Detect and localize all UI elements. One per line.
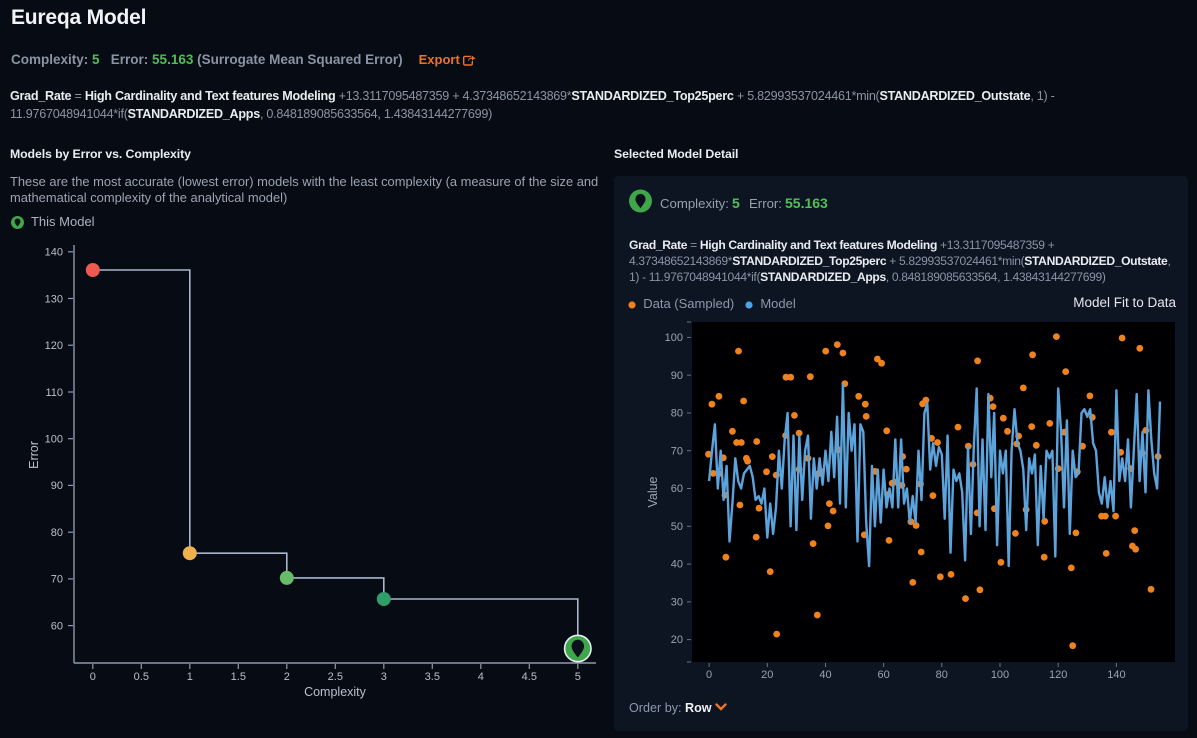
svg-text:2: 2 <box>284 671 290 683</box>
svg-text:3.5: 3.5 <box>425 671 440 683</box>
svg-text:4.5: 4.5 <box>522 671 537 683</box>
svg-text:110: 110 <box>45 387 63 399</box>
svg-text:90: 90 <box>671 370 683 382</box>
svg-text:140: 140 <box>45 247 63 259</box>
svg-text:Complexity: Complexity <box>304 685 367 699</box>
svg-text:60: 60 <box>671 483 683 495</box>
svg-text:100: 100 <box>665 332 683 344</box>
svg-text:40: 40 <box>671 559 683 571</box>
svg-text:20: 20 <box>671 634 683 646</box>
svg-text:4: 4 <box>478 671 484 683</box>
svg-text:60: 60 <box>877 669 889 681</box>
svg-text:2.5: 2.5 <box>328 671 343 683</box>
svg-text:100: 100 <box>45 434 63 446</box>
svg-text:30: 30 <box>671 597 683 609</box>
svg-text:1.5: 1.5 <box>231 671 246 683</box>
svg-text:40: 40 <box>819 669 831 681</box>
svg-text:0: 0 <box>90 671 96 683</box>
svg-text:0: 0 <box>706 669 712 681</box>
svg-text:1: 1 <box>187 671 193 683</box>
svg-text:120: 120 <box>45 340 63 352</box>
svg-text:Value: Value <box>646 476 660 507</box>
svg-text:20: 20 <box>761 669 773 681</box>
svg-text:70: 70 <box>671 445 683 457</box>
svg-text:60: 60 <box>51 620 63 632</box>
svg-text:130: 130 <box>45 293 63 305</box>
svg-text:50: 50 <box>671 521 683 533</box>
svg-text:Error: Error <box>27 441 41 469</box>
svg-text:90: 90 <box>51 480 63 492</box>
svg-text:120: 120 <box>1049 669 1067 681</box>
svg-text:140: 140 <box>1107 669 1125 681</box>
svg-text:3: 3 <box>381 671 387 683</box>
svg-text:5: 5 <box>575 671 581 683</box>
svg-text:80: 80 <box>671 408 683 420</box>
svg-text:100: 100 <box>991 669 1009 681</box>
svg-text:80: 80 <box>936 669 948 681</box>
svg-text:70: 70 <box>51 574 63 586</box>
svg-text:0.5: 0.5 <box>134 671 149 683</box>
svg-text:80: 80 <box>51 527 63 539</box>
